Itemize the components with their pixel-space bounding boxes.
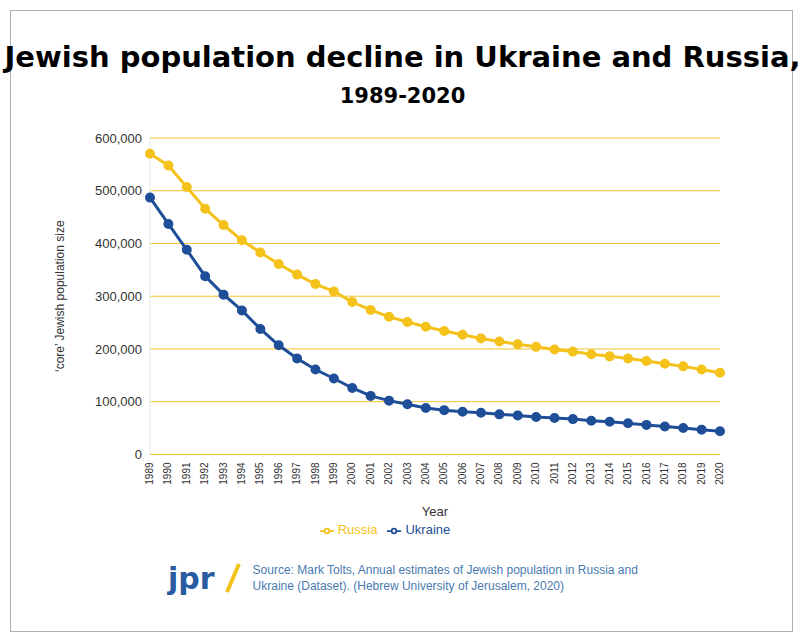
svg-text:1993: 1993 xyxy=(218,462,229,485)
svg-text:2011: 2011 xyxy=(549,462,560,484)
svg-text:2005: 2005 xyxy=(438,462,449,485)
svg-text:1995: 1995 xyxy=(254,462,265,485)
svg-text:2004: 2004 xyxy=(420,462,431,485)
svg-text:400,000: 400,000 xyxy=(95,236,142,251)
html-text:jpr: jpr xyxy=(168,560,215,596)
svg-text:600,000: 600,000 xyxy=(95,131,142,146)
svg-text:2020: 2020 xyxy=(714,462,725,485)
svg-text:2009: 2009 xyxy=(512,462,523,485)
svg-text:1996: 1996 xyxy=(273,462,284,485)
html-text:Jewish population decline in U: Jewish population decline in Ukraine and… xyxy=(4,40,801,74)
svg-text:2002: 2002 xyxy=(383,462,394,485)
svg-text:2016: 2016 xyxy=(641,462,652,485)
svg-text:1989: 1989 xyxy=(144,462,155,485)
svg-text:2017: 2017 xyxy=(659,462,670,485)
svg-text:Year: Year xyxy=(422,504,449,519)
html-text:Russia: Russia xyxy=(337,522,378,538)
svg-text:1998: 1998 xyxy=(310,462,321,485)
svg-text:2000: 2000 xyxy=(346,462,357,485)
svg-text:500,000: 500,000 xyxy=(95,183,142,198)
svg-text:2006: 2006 xyxy=(457,462,468,485)
svg-text:300,000: 300,000 xyxy=(95,289,142,304)
svg-text:1999: 1999 xyxy=(328,462,339,485)
svg-text:200,000: 200,000 xyxy=(95,342,142,357)
html-text:Source: Mark Tolts, Annual est: Source: Mark Tolts, Annual estimates of … xyxy=(252,563,638,593)
svg-text:100,000: 100,000 xyxy=(95,394,142,409)
svg-text:2019: 2019 xyxy=(696,462,707,485)
svg-text:2008: 2008 xyxy=(493,462,504,485)
svg-text:2010: 2010 xyxy=(530,462,541,485)
svg-text:2012: 2012 xyxy=(567,462,578,485)
svg-text:1994: 1994 xyxy=(236,462,247,485)
svg-text:‘core’ Jewish population size: ‘core’ Jewish population size xyxy=(53,220,67,372)
svg-text:1990: 1990 xyxy=(162,462,173,485)
html-text:1989-2020: 1989-2020 xyxy=(339,84,466,108)
html-text:Ukraine: Ukraine xyxy=(405,522,451,538)
svg-text:2007: 2007 xyxy=(475,462,486,485)
svg-text:2015: 2015 xyxy=(622,462,633,485)
svg-text:1997: 1997 xyxy=(291,462,302,485)
svg-text:2013: 2013 xyxy=(585,462,596,485)
svg-text:2018: 2018 xyxy=(677,462,688,485)
svg-text:1992: 1992 xyxy=(199,462,210,485)
svg-text:0: 0 xyxy=(135,447,142,462)
svg-text:1991: 1991 xyxy=(181,462,192,485)
svg-text:2003: 2003 xyxy=(402,462,413,485)
svg-text:2014: 2014 xyxy=(604,462,615,485)
svg-text:2001: 2001 xyxy=(365,462,376,485)
